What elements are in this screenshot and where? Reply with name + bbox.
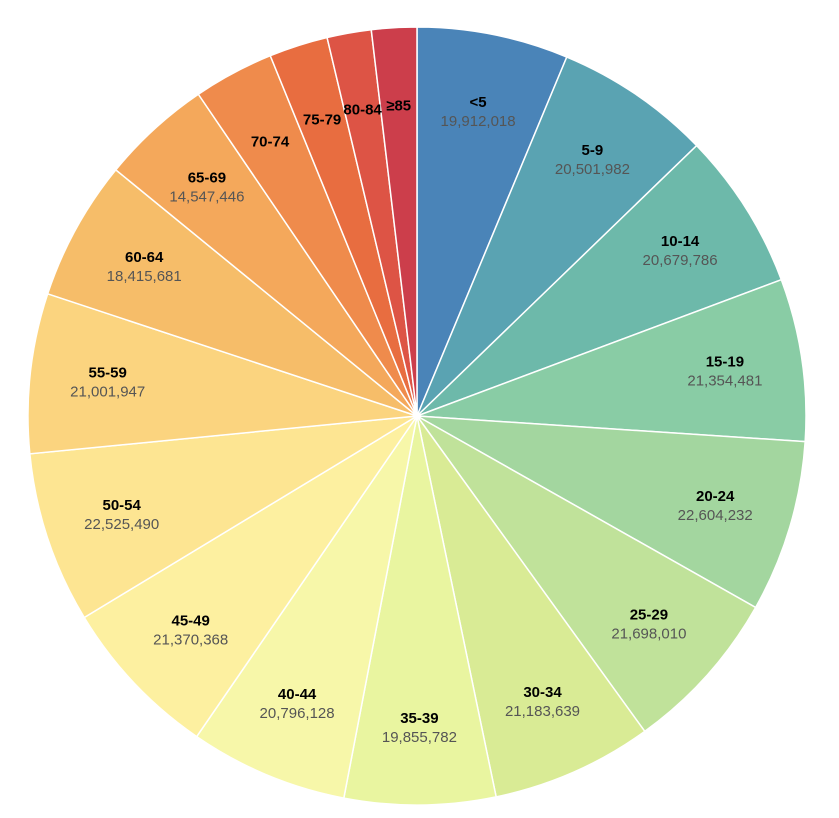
slice-value-label: 21,370,368	[153, 632, 228, 649]
pie-slice-7	[416, 415, 646, 798]
pie-slice-5	[416, 415, 806, 609]
pie-slice-11	[29, 415, 418, 619]
slice-value-label: 22,604,232	[678, 507, 753, 524]
pie-slice-13	[46, 168, 418, 417]
pie-slice-3	[416, 144, 783, 417]
slice-category-label: ≥85	[386, 97, 411, 114]
slice-value-label: 20,679,786	[643, 252, 718, 269]
pie-slice-18	[370, 26, 418, 417]
slice-value-label: 20,796,128	[260, 705, 335, 722]
slice-value-label: 21,001,947	[70, 384, 145, 401]
slice-value-label: 18,415,681	[107, 268, 182, 285]
slice-category-label: 60-64	[125, 249, 164, 266]
pie-slice-4	[416, 278, 807, 443]
pie-slices	[27, 26, 807, 806]
slice-category-label: 15-19	[706, 354, 744, 371]
slice-category-label: 40-44	[278, 686, 317, 703]
slice-category-label: 70-74	[251, 134, 290, 151]
slice-value-label: 19,855,782	[382, 729, 457, 746]
slice-category-label: 25-29	[630, 607, 668, 624]
slice-value-label: 14,547,446	[169, 189, 244, 206]
pie-slice-2	[416, 56, 698, 417]
slice-category-label: 30-34	[523, 684, 562, 701]
slice-category-label: <5	[470, 94, 487, 111]
slice-category-label: 50-54	[103, 497, 142, 514]
slice-category-label: 45-49	[172, 613, 210, 630]
slice-value-label: 19,912,018	[441, 113, 516, 130]
pie-slice-9	[195, 415, 418, 799]
pie-slice-10	[83, 415, 418, 738]
slice-value-label: 21,354,481	[687, 373, 762, 390]
slice-category-label: 80-84	[343, 102, 382, 119]
slice-category-label: 75-79	[303, 112, 341, 129]
pie-slice-8	[342, 415, 498, 806]
slice-category-label: 20-24	[696, 488, 735, 505]
slice-category-label: 35-39	[400, 710, 438, 727]
pie-slice-12	[27, 292, 418, 455]
slice-value-label: 21,183,639	[505, 703, 580, 720]
slice-category-label: 55-59	[89, 365, 127, 382]
slice-category-label: 10-14	[661, 233, 700, 250]
slice-value-label: 21,698,010	[611, 626, 686, 643]
slice-category-label: 65-69	[188, 170, 226, 187]
slice-value-label: 22,525,490	[84, 516, 159, 533]
slice-value-label: 20,501,982	[555, 161, 630, 178]
pie-labels: <5 19,912,018 5-9 20,501,982 10-14 20,679,786…	[70, 94, 762, 746]
pie-slice-1	[416, 26, 568, 417]
pie-slice-6	[416, 415, 757, 733]
slice-category-label: 5-9	[582, 142, 604, 159]
